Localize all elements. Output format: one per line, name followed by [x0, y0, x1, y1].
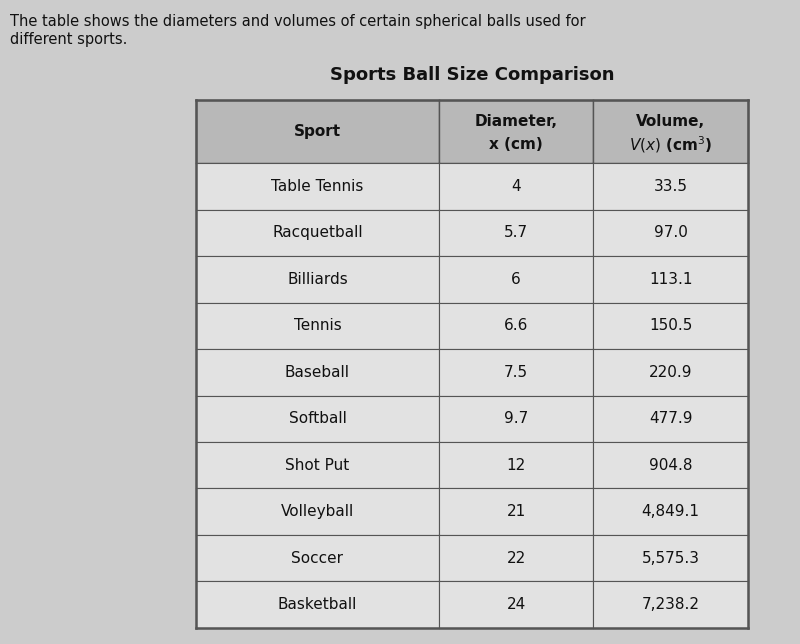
Text: Shot Put: Shot Put: [286, 458, 350, 473]
Text: Soccer: Soccer: [291, 551, 343, 565]
Text: 7,238.2: 7,238.2: [642, 597, 700, 612]
Text: 24: 24: [506, 597, 526, 612]
Text: Table Tennis: Table Tennis: [271, 179, 364, 194]
Text: Basketball: Basketball: [278, 597, 357, 612]
Text: Softball: Softball: [289, 412, 346, 426]
Text: Sports Ball Size Comparison: Sports Ball Size Comparison: [330, 66, 614, 84]
Text: Baseball: Baseball: [285, 365, 350, 380]
Text: 5,575.3: 5,575.3: [642, 551, 700, 565]
Text: Diameter,: Diameter,: [474, 114, 558, 129]
Text: 33.5: 33.5: [654, 179, 688, 194]
Text: 9.7: 9.7: [504, 412, 528, 426]
Text: 113.1: 113.1: [649, 272, 693, 287]
Text: x (cm): x (cm): [490, 137, 543, 152]
Text: 220.9: 220.9: [649, 365, 693, 380]
Text: Volume,: Volume,: [636, 114, 706, 129]
Text: 7.5: 7.5: [504, 365, 528, 380]
Text: 904.8: 904.8: [649, 458, 693, 473]
Text: 150.5: 150.5: [649, 318, 693, 334]
Text: 4: 4: [511, 179, 521, 194]
Text: 97.0: 97.0: [654, 225, 688, 240]
Text: Sport: Sport: [294, 124, 341, 139]
Text: 22: 22: [506, 551, 526, 565]
Text: 477.9: 477.9: [649, 412, 693, 426]
Text: different sports.: different sports.: [10, 32, 127, 47]
Text: 5.7: 5.7: [504, 225, 528, 240]
Text: Volleyball: Volleyball: [281, 504, 354, 519]
Text: Tennis: Tennis: [294, 318, 342, 334]
Text: 6: 6: [511, 272, 521, 287]
Text: $\mathit{V(x)}$ (cm$^3$): $\mathit{V(x)}$ (cm$^3$): [629, 134, 713, 155]
Text: 6.6: 6.6: [504, 318, 528, 334]
Text: Racquetball: Racquetball: [272, 225, 362, 240]
Text: The table shows the diameters and volumes of certain spherical balls used for: The table shows the diameters and volume…: [10, 14, 586, 29]
Text: 21: 21: [506, 504, 526, 519]
Text: 12: 12: [506, 458, 526, 473]
Text: Billiards: Billiards: [287, 272, 348, 287]
Text: 4,849.1: 4,849.1: [642, 504, 700, 519]
